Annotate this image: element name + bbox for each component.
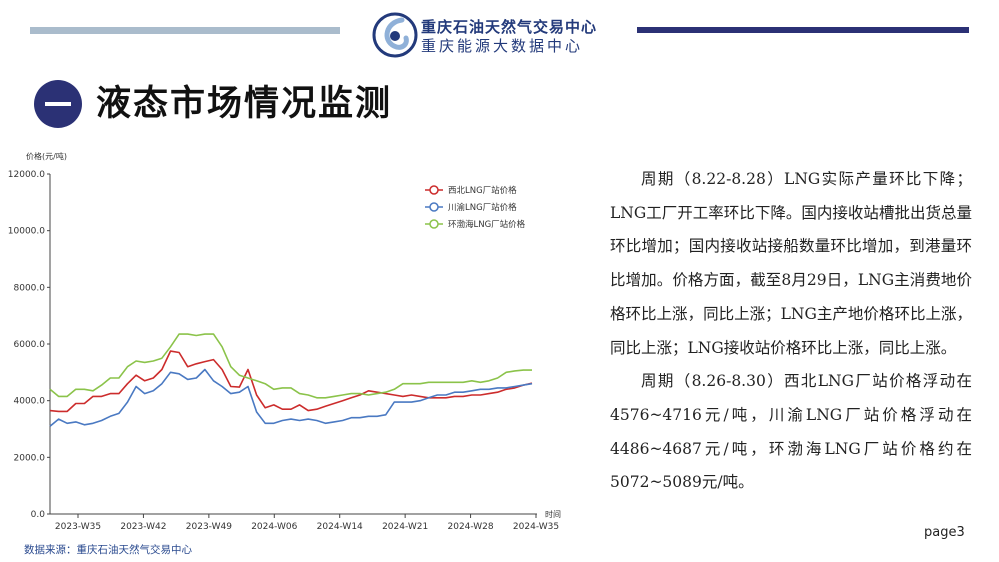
series-line-2: [49, 333, 532, 399]
x-tick-label: 2024-W35: [513, 522, 559, 532]
y-tick-label: 4000.0: [14, 397, 46, 407]
x-tick-label: 2024-W28: [448, 522, 494, 532]
x-tick-label: 2023-W49: [186, 522, 232, 532]
paragraph-price-range: 周期（8.26-8.30）西北LNG厂站价格浮动在4576~4716元/吨，川渝…: [610, 372, 972, 492]
logo-icon: [372, 12, 418, 58]
x-tick-label: 2023-W42: [120, 522, 166, 532]
x-tick-label: 2024-W14: [317, 522, 363, 532]
legend-marker: [429, 202, 439, 212]
legend-label: 川渝LNG厂站价格: [448, 202, 517, 213]
header-left-bar: [30, 27, 340, 34]
y-tick-label: 6000.0: [14, 340, 46, 350]
y-tick-label: 2000.0: [14, 453, 46, 463]
legend-marker: [429, 219, 439, 229]
series-line-1: [49, 368, 533, 427]
org-name: 重庆石油天然气交易中心: [421, 18, 598, 36]
header-right-bar: [637, 27, 969, 33]
legend-marker: [429, 185, 439, 195]
y-tick-label: 12000.0: [8, 170, 45, 180]
y-tick-label: 8000.0: [14, 283, 46, 293]
paragraph-weekly-summary: 周期（8.22-8.28）LNG实际产量环比下降；LNG工厂开工率环比下降。国内…: [610, 170, 972, 357]
x-axis-label: 时间: [545, 509, 561, 519]
price-line-chart: 价格(元/吨) 时间 0.0 2000.0 4000.0 6000.0 8000.0 10…: [8, 151, 561, 532]
data-source: 数据来源：重庆石油天然气交易中心: [24, 544, 192, 556]
series-line-0: [49, 350, 533, 413]
legend-label: 环渤海LNG厂站价格: [448, 219, 526, 230]
legend-label: 西北LNG厂站价格: [448, 185, 517, 196]
x-tick-label: 2024-W21: [382, 522, 428, 532]
body-text: 周期（8.22-8.28）LNG实际产量环比下降；LNG工厂开工率环比下降。国内…: [610, 163, 972, 500]
section-number-badge: [34, 80, 82, 128]
y-tick-label: 0.0: [31, 510, 46, 520]
section-title: 液态市场情况监测: [96, 84, 393, 124]
page-number: page3: [924, 525, 965, 540]
org-subname: 重庆能源大数据中心: [421, 37, 584, 55]
y-axis-label: 价格(元/吨): [26, 151, 67, 161]
x-tick-label: 2024-W06: [251, 522, 297, 532]
x-tick-label: 2023-W35: [55, 522, 101, 532]
dash-icon: [45, 102, 71, 106]
y-tick-label: 10000.0: [8, 227, 45, 237]
